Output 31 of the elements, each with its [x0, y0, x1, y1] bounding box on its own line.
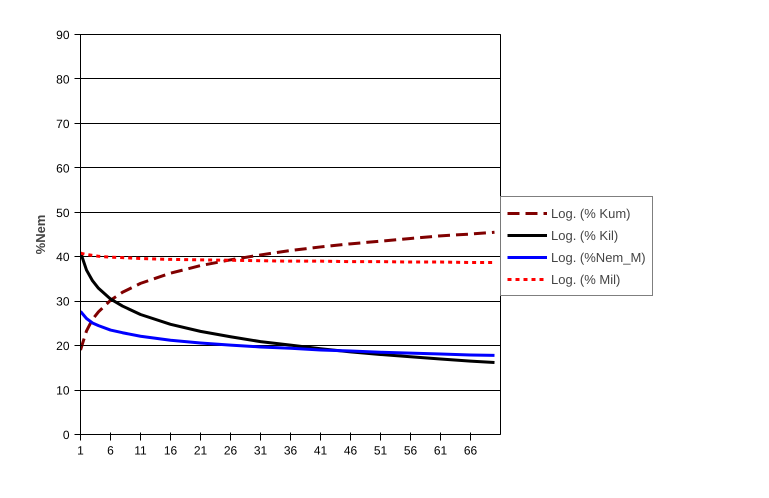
x-tick-label: 51	[374, 444, 388, 458]
x-tick-label: 56	[404, 444, 418, 458]
y-tick-label: 10	[56, 384, 70, 398]
y-tick-label: 40	[56, 250, 70, 264]
x-tick-label: 36	[284, 444, 298, 458]
line-series	[80, 310, 496, 357]
x-tick-label: 11	[134, 444, 148, 458]
legend-label: Log. (% Mil)	[551, 272, 620, 286]
x-tick-label: 41	[314, 444, 328, 458]
x-tick-label: 61	[434, 444, 448, 458]
y-tick-label: 30	[56, 294, 70, 309]
y-tick-label: 20	[56, 339, 70, 354]
x-tick-label: 21	[194, 444, 208, 458]
y-tick-label: 50	[56, 206, 70, 220]
legend-label: Log. (% Kum)	[551, 206, 630, 220]
x-tick-label: 46	[344, 444, 358, 458]
legend-label: Log. (% Kil)	[551, 228, 618, 242]
y-tick-label: 60	[56, 161, 70, 176]
y-tick-label: 80	[56, 72, 70, 86]
y-tick-label: 70	[56, 116, 70, 131]
x-tick-label: 31	[254, 444, 268, 458]
y-tick-label: 90	[56, 28, 70, 42]
y-axis-title: %Nem	[33, 214, 48, 254]
legend-label: Log. (%Nem_M)	[551, 250, 646, 264]
y-tick-label: 0	[62, 428, 70, 442]
line-series	[80, 230, 496, 352]
x-tick-label: 66	[464, 444, 478, 458]
x-tick-label: 6	[107, 444, 114, 458]
x-tick-label: 16	[164, 444, 178, 458]
x-tick-label: 26	[224, 444, 238, 458]
x-tick-label: 1	[77, 444, 84, 458]
